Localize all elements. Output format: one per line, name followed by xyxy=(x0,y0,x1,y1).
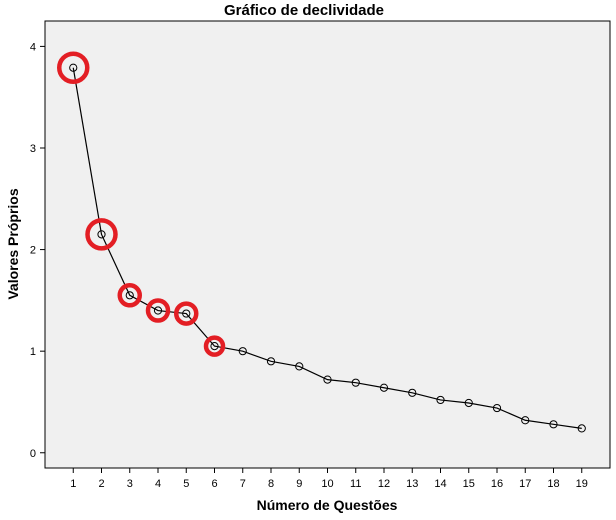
x-tick-label: 1 xyxy=(70,478,76,490)
x-tick-label: 6 xyxy=(211,478,217,490)
x-tick-label: 3 xyxy=(127,478,133,490)
data-point xyxy=(97,230,106,239)
data-point xyxy=(521,416,530,425)
x-axis: 1 2 3 4 5 6 7 8 9 10 11 12 13 14 15 16 17 18 19 xyxy=(70,468,588,490)
y-axis: 0 1 2 3 4 xyxy=(30,41,45,460)
data-point xyxy=(295,362,304,371)
data-point xyxy=(549,420,558,429)
x-tick-label: 10 xyxy=(321,478,333,490)
data-point xyxy=(464,398,473,408)
data-point xyxy=(125,291,134,300)
highlight-ring xyxy=(203,335,226,357)
x-tick-label: 8 xyxy=(268,478,274,490)
x-tick-label: 2 xyxy=(98,478,104,490)
eigenvalue-line xyxy=(72,67,582,429)
x-tick-label: 7 xyxy=(240,478,246,490)
x-tick-label: 14 xyxy=(434,478,446,490)
x-axis-title: Número de Questões xyxy=(257,497,398,513)
data-points xyxy=(69,63,586,433)
x-tick-label: 17 xyxy=(519,478,531,490)
y-tick-label: 2 xyxy=(30,245,36,257)
data-point xyxy=(153,306,163,315)
data-point xyxy=(577,424,586,433)
y-tick-label: 0 xyxy=(30,448,36,460)
data-point xyxy=(182,309,191,318)
highlight-ring xyxy=(117,283,142,308)
data-point xyxy=(69,63,78,72)
y-tick-label: 4 xyxy=(30,41,36,53)
highlight-ring xyxy=(85,218,118,251)
highlight-rings xyxy=(57,51,226,357)
x-tick-label: 16 xyxy=(491,478,503,490)
data-point xyxy=(492,403,502,413)
x-tick-label: 9 xyxy=(296,478,302,490)
x-tick-label: 11 xyxy=(350,478,361,490)
x-tick-label: 13 xyxy=(406,478,418,490)
data-point xyxy=(379,383,389,392)
data-point xyxy=(408,388,417,397)
x-tick-label: 5 xyxy=(183,478,189,490)
y-axis-title: Valores Próprios xyxy=(5,188,21,299)
highlight-ring xyxy=(174,301,199,326)
y-tick-label: 3 xyxy=(30,143,36,155)
x-tick-label: 15 xyxy=(463,478,475,490)
chart-title: Gráfico de declividade xyxy=(224,2,384,19)
x-tick-label: 4 xyxy=(155,478,161,490)
highlight-ring xyxy=(57,51,90,84)
x-tick-label: 12 xyxy=(378,478,390,490)
data-point xyxy=(238,347,247,356)
highlight-ring xyxy=(145,298,171,323)
plot-area xyxy=(44,20,611,469)
y-tick-label: 1 xyxy=(30,346,36,358)
data-point xyxy=(210,341,219,351)
data-point xyxy=(266,357,276,366)
x-tick-label: 19 xyxy=(576,478,588,490)
data-point xyxy=(351,378,360,387)
data-point xyxy=(436,395,445,405)
x-tick-label: 18 xyxy=(547,478,559,490)
data-point xyxy=(323,375,332,384)
